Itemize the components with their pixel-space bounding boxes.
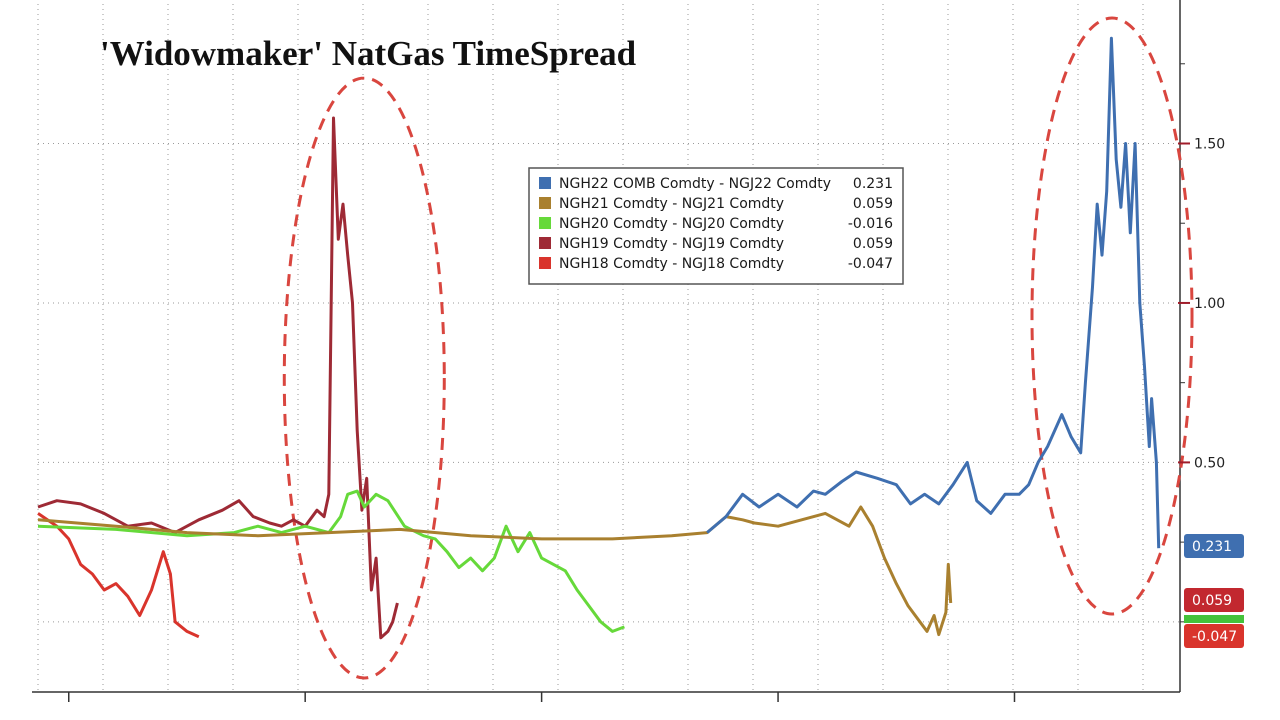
legend-value: 0.059 xyxy=(853,236,893,252)
series-line-0 xyxy=(706,36,1161,549)
annotation-ellipse-right xyxy=(1030,16,1194,616)
value-badge-label: 0.059 xyxy=(1192,593,1232,609)
legend-label: NGH19 Comdty - NGJ19 Comdty xyxy=(559,236,784,252)
value-badge-green xyxy=(1184,615,1244,623)
legend-swatch xyxy=(539,217,551,229)
legend-label: NGH21 Comdty - NGJ21 Comdty xyxy=(559,196,784,212)
legend: NGH22 COMB Comdty - NGJ22 Comdty 0.231 NGH… xyxy=(528,167,904,285)
value-badge xyxy=(1184,624,1244,648)
series-line-4 xyxy=(37,512,200,639)
annotation-ellipses xyxy=(282,16,1194,680)
legend-swatch xyxy=(539,257,551,269)
y-tick-label: 1.50 xyxy=(1194,137,1225,153)
legend-swatch xyxy=(539,177,551,189)
legend-label: NGH20 Comdty - NGJ20 Comdty xyxy=(559,216,784,232)
value-badge xyxy=(1184,588,1244,612)
gridlines xyxy=(37,4,1180,692)
legend-swatch xyxy=(539,237,551,249)
legend-swatch xyxy=(539,197,551,209)
value-badge-label: 0.231 xyxy=(1192,539,1232,555)
annotation-ellipse-left xyxy=(282,76,446,680)
plot-area xyxy=(32,0,1181,702)
legend-value: -0.047 xyxy=(848,256,893,272)
last-value-badges: 0.231 0.059 -0.047 xyxy=(1184,534,1244,648)
y-tick-label: 0.50 xyxy=(1194,455,1225,471)
chart-title: 'Widowmaker' NatGas TimeSpread xyxy=(100,34,637,73)
value-badge xyxy=(1184,534,1244,558)
legend-value: -0.016 xyxy=(848,216,893,232)
legend-label: NGH22 COMB Comdty - NGJ22 Comdty xyxy=(559,176,831,192)
y-tick-label: 1.00 xyxy=(1194,296,1225,312)
legend-value: 0.059 xyxy=(853,196,893,212)
series-line-1 xyxy=(37,505,953,637)
legend-value: 0.231 xyxy=(853,176,893,192)
series-line-2 xyxy=(37,489,625,633)
legend-box xyxy=(528,167,904,285)
series-lines xyxy=(37,36,1161,640)
series-line-3 xyxy=(37,116,399,640)
legend-label: NGH18 Comdty - NGJ18 Comdty xyxy=(559,256,784,272)
value-badge-label: -0.047 xyxy=(1192,629,1237,645)
